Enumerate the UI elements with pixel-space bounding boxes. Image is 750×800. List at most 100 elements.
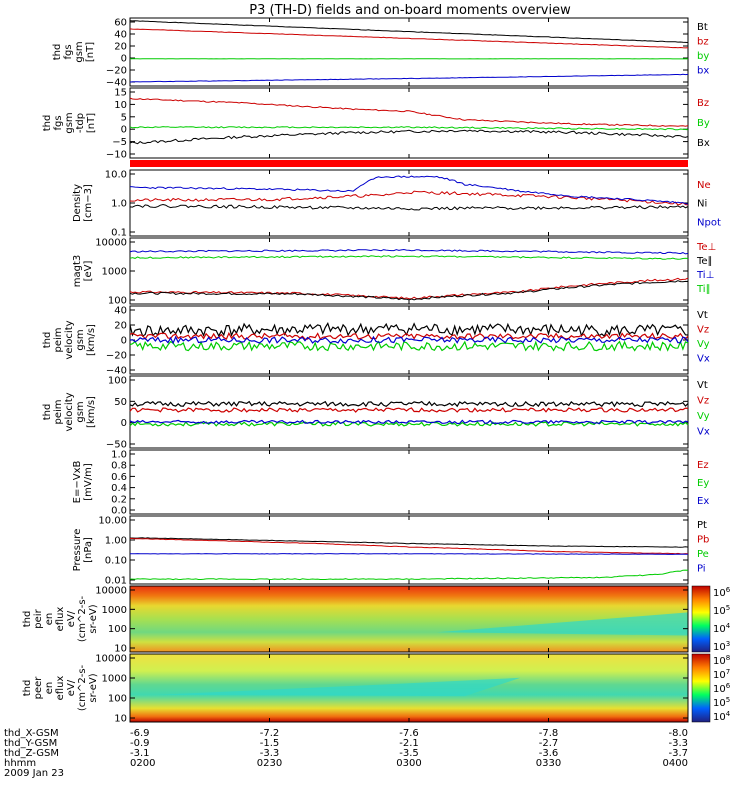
series-line-Vy: [129, 339, 689, 352]
heatmap-feature: [436, 612, 688, 636]
legend-Npot: Npot: [697, 217, 721, 228]
colorbar-tick: 103: [713, 640, 730, 653]
series-line-Vx: [129, 335, 689, 345]
heatmap-field: [130, 586, 688, 652]
legend-Bt: Bt: [697, 22, 708, 33]
footer-value: -3.5: [399, 748, 419, 759]
panel-frame: [129, 449, 689, 515]
panel-3: 10.0 1.0 0.1 Density[cm−3] Ne Ni Npot: [72, 169, 721, 239]
panel-9: 106 105 104 103 10000 1000 100 10 thdpeireneflux…: [22, 585, 731, 655]
y-axis-label: thdfgsgsm-tdp[nT]: [42, 112, 97, 133]
series-line-bx: [129, 73, 689, 83]
series-line-Vt: [129, 322, 689, 338]
series-line-Pi: [130, 553, 689, 555]
series-line-Ni: [129, 203, 689, 211]
y-tick-label: 15: [114, 88, 127, 99]
footer-value: -1.5: [260, 738, 280, 749]
footer-date: 2009 Jan 23: [4, 768, 64, 779]
y-tick-label: 10: [114, 644, 127, 655]
series-line-Pb: [129, 537, 689, 555]
legend-Ey: Ey: [697, 478, 709, 489]
legend-Vt: Vt: [697, 310, 708, 321]
y-tick-label: 0.10: [105, 556, 127, 567]
series-line-Vy: [129, 421, 689, 427]
footer-value: -2.1: [399, 738, 419, 749]
legend-Pi: Pi: [697, 564, 706, 575]
y-tick-label: 10: [114, 100, 127, 111]
series-line-Bz: [129, 97, 689, 127]
y-axis-label: thdfgsgsm[nT]: [52, 41, 96, 62]
legend-Vx: Vx: [697, 427, 710, 438]
series-line-Ti∥: [129, 255, 689, 260]
y-tick-label: −20: [106, 351, 127, 362]
y-tick-label: 20: [114, 321, 127, 332]
series-line-Bt: [129, 20, 689, 43]
y-tick-label: 10000: [95, 238, 127, 249]
footer-value: 0300: [396, 758, 421, 769]
series-line-Bx: [129, 129, 689, 145]
colorbar-tick: 104: [713, 710, 731, 723]
y-tick-label: 1000: [102, 605, 127, 616]
colorbar-tick: 105: [713, 696, 730, 709]
panel-5: 40 20 0 −20 −40 thdpeimvelocitygsm[km/s] Vt Vz V…: [42, 305, 710, 377]
legend-by: by: [697, 51, 709, 62]
y-tick-label: 50: [114, 397, 127, 408]
footer-value: -6.9: [130, 728, 150, 739]
y-tick-label: 0: [121, 336, 127, 347]
y-tick-label: 1.0: [111, 450, 127, 461]
legend-Vz: Vz: [697, 396, 709, 407]
footer-value: -8.0: [668, 728, 688, 739]
y-axis-label: thdpeimvelocitygsm[km/s]: [42, 320, 97, 359]
panel-6: 100 50 0 −50 thdpeimvelocitygsm[km/s] Vt Vz Vy V…: [42, 375, 710, 451]
legend-Ez: Ez: [697, 460, 709, 471]
legend-bx: bx: [697, 66, 709, 77]
footer-value: -3.3: [260, 748, 280, 759]
footer-value: -3.3: [668, 738, 688, 749]
y-axis-label: E=−VxB[mV/m]: [72, 461, 94, 504]
y-tick-label: 100: [108, 296, 127, 307]
panel-4: 10000 1000 100 magt3[eV] Te⊥ Te∥ Ti⊥ Ti∥: [72, 237, 716, 307]
colorbar: [691, 585, 711, 653]
series-line-bz: [129, 28, 689, 49]
heatmap-feature: [157, 677, 521, 697]
colorbar-tick: 105: [713, 604, 730, 617]
y-tick-label: 40: [114, 306, 127, 317]
footer-row-label: thd_Z-GSM: [4, 748, 59, 759]
y-tick-label: 20: [114, 42, 127, 53]
legend-Ne: Ne: [697, 180, 711, 191]
y-tick-label: 0: [121, 418, 127, 429]
footer-value: -7.2: [260, 728, 280, 739]
y-axis-label: thdpeerenefluxeV/(cm^2-s-sr-eV): [22, 664, 99, 711]
footer-value: -7.8: [539, 728, 559, 739]
y-tick-label: −10: [106, 150, 127, 161]
y-tick-label: 0.6: [111, 472, 127, 483]
colorbar-tick: 104: [713, 622, 731, 635]
y-tick-label: 10: [114, 714, 127, 725]
footer-value: 0200: [130, 758, 155, 769]
y-tick-label: 10000: [95, 654, 127, 665]
legend-Vy: Vy: [697, 339, 710, 350]
y-tick-label: 1.0: [111, 199, 127, 210]
legend-By: By: [697, 118, 710, 129]
series-line-Ti⊥: [129, 248, 689, 255]
y-tick-label: −20: [106, 66, 127, 77]
series-line-Vt: [129, 400, 689, 408]
y-tick-label: 0.0: [111, 506, 127, 517]
legend-Vx: Vx: [697, 354, 710, 365]
legend-Bx: Bx: [697, 138, 710, 149]
y-axis-label: thdpeirenefluxeV/(cm^2-s-sr-eV): [22, 595, 99, 642]
series-line-Vz: [129, 407, 689, 413]
colorbar: [691, 653, 711, 723]
footer-row-label: thd_Y-GSM: [4, 738, 57, 749]
y-tick-label: 1000: [102, 674, 127, 685]
panel-frame: [129, 169, 689, 237]
panel-7: 1.00.80.60.40.20.0 E=−VxB[mV/m] Ez Ey Ex: [72, 449, 709, 517]
legend-Ti⊥: Ti⊥: [696, 270, 714, 281]
panels-group: 6040200−20−40thdfgsgsm[nT]Btbzbybx151050…: [22, 17, 731, 725]
legend-Te∥: Te∥: [696, 256, 713, 267]
y-tick-label: 0.2: [111, 494, 127, 505]
y-tick-label: 10.0: [105, 170, 127, 181]
y-tick-label: 100: [108, 694, 127, 705]
